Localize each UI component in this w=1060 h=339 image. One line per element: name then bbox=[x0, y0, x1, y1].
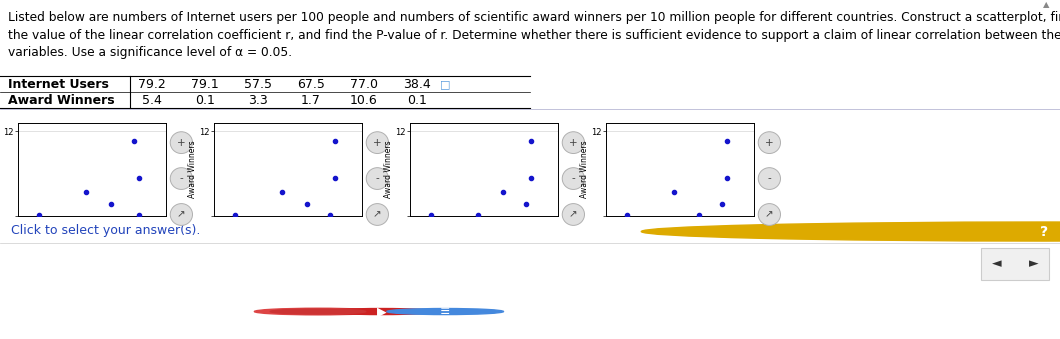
Text: +: + bbox=[569, 138, 578, 147]
Text: +: + bbox=[765, 138, 774, 147]
Text: ↗: ↗ bbox=[373, 210, 382, 219]
Text: Internet Users: Internet Users bbox=[8, 78, 109, 91]
Circle shape bbox=[367, 168, 389, 190]
Point bbox=[125, 139, 142, 144]
Circle shape bbox=[171, 168, 193, 190]
Point bbox=[422, 212, 439, 218]
Text: ◄: ◄ bbox=[991, 258, 1002, 271]
Circle shape bbox=[323, 308, 440, 315]
Text: ?: ? bbox=[1040, 224, 1048, 239]
Point bbox=[517, 201, 534, 206]
Text: +: + bbox=[373, 138, 382, 147]
Point bbox=[713, 201, 730, 206]
Point bbox=[326, 175, 343, 180]
Text: 79.1: 79.1 bbox=[191, 78, 218, 91]
Text: 57.5: 57.5 bbox=[244, 78, 272, 91]
Text: -: - bbox=[571, 174, 576, 183]
Point bbox=[326, 139, 343, 144]
Text: 38.4: 38.4 bbox=[403, 78, 430, 91]
Text: 0.1: 0.1 bbox=[195, 94, 215, 107]
Text: Listed below are numbers of Internet users per 100 people and numbers of scienti: Listed below are numbers of Internet use… bbox=[8, 12, 1060, 59]
Circle shape bbox=[270, 309, 366, 314]
Text: 1.7: 1.7 bbox=[301, 94, 321, 107]
Point bbox=[130, 175, 147, 180]
Circle shape bbox=[562, 132, 584, 154]
Text: 4: 4 bbox=[961, 306, 968, 317]
Bar bbox=[980, 248, 1049, 280]
Point bbox=[226, 212, 243, 218]
Text: ↗: ↗ bbox=[765, 210, 774, 219]
Text: -: - bbox=[375, 174, 379, 183]
Point bbox=[298, 201, 315, 206]
Circle shape bbox=[367, 204, 389, 225]
Text: 0.1: 0.1 bbox=[407, 94, 427, 107]
Circle shape bbox=[758, 168, 780, 190]
Circle shape bbox=[758, 204, 780, 225]
Circle shape bbox=[387, 308, 503, 315]
Y-axis label: Award Winners: Award Winners bbox=[188, 140, 196, 198]
Text: 77.0: 77.0 bbox=[350, 78, 378, 91]
Text: ▶: ▶ bbox=[376, 305, 387, 318]
Point bbox=[690, 212, 707, 218]
Text: 10.6: 10.6 bbox=[350, 94, 377, 107]
Text: □: □ bbox=[440, 79, 450, 89]
Y-axis label: Award Winners: Award Winners bbox=[580, 140, 588, 198]
Point bbox=[618, 212, 635, 218]
Text: -: - bbox=[767, 174, 772, 183]
Point bbox=[130, 212, 147, 218]
Circle shape bbox=[562, 168, 584, 190]
Circle shape bbox=[171, 132, 193, 154]
Text: 8:22: 8:22 bbox=[1001, 305, 1028, 318]
Point bbox=[494, 190, 511, 195]
Point bbox=[273, 190, 290, 195]
Text: 3.3: 3.3 bbox=[248, 94, 268, 107]
Text: Click to select your answer(s).: Click to select your answer(s). bbox=[11, 224, 200, 237]
Text: 67.5: 67.5 bbox=[297, 78, 325, 91]
Text: ↗: ↗ bbox=[177, 210, 186, 219]
Text: Award Winners: Award Winners bbox=[8, 94, 114, 107]
Point bbox=[523, 175, 540, 180]
Circle shape bbox=[171, 204, 193, 225]
Text: ►: ► bbox=[1028, 258, 1039, 271]
Circle shape bbox=[562, 204, 584, 225]
Point bbox=[523, 139, 540, 144]
Point bbox=[719, 175, 736, 180]
Point bbox=[666, 190, 683, 195]
Point bbox=[719, 139, 736, 144]
Point bbox=[31, 212, 48, 218]
Text: -: - bbox=[179, 174, 183, 183]
Point bbox=[102, 201, 119, 206]
Text: 5.4: 5.4 bbox=[142, 94, 162, 107]
Circle shape bbox=[641, 222, 1060, 241]
Text: +: + bbox=[177, 138, 186, 147]
Circle shape bbox=[254, 308, 382, 315]
Text: ↗: ↗ bbox=[569, 210, 578, 219]
Point bbox=[321, 212, 338, 218]
Y-axis label: Award Winners: Award Winners bbox=[384, 140, 392, 198]
Point bbox=[470, 212, 487, 218]
Point bbox=[77, 190, 94, 195]
Text: ▲: ▲ bbox=[1043, 0, 1049, 9]
Text: ≡: ≡ bbox=[440, 305, 450, 318]
Text: 79.2: 79.2 bbox=[138, 78, 165, 91]
Circle shape bbox=[367, 132, 389, 154]
Circle shape bbox=[758, 132, 780, 154]
